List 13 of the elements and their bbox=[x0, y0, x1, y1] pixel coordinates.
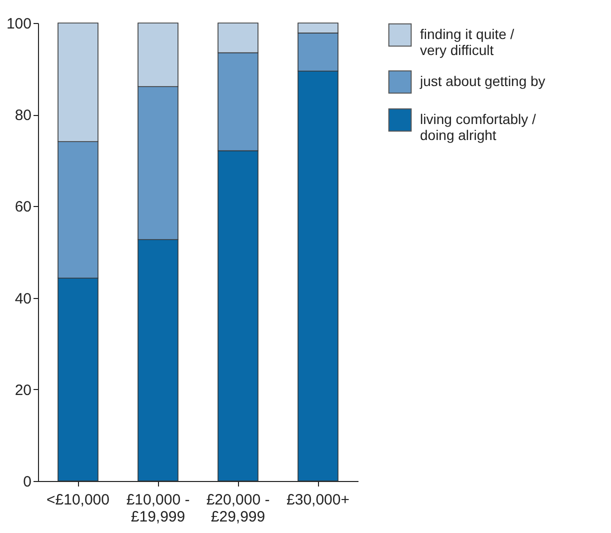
legend-label: living comfortably / doing alright bbox=[420, 111, 536, 143]
x-tick-label: <£10,000 bbox=[46, 492, 110, 508]
y-tick-label: 80 bbox=[14, 107, 32, 124]
y-tick-label: 0 bbox=[23, 474, 32, 490]
y-tick-label: 20 bbox=[14, 382, 32, 399]
legend-label: just about getting by bbox=[419, 73, 546, 89]
y-tick-label: 100 bbox=[6, 16, 32, 32]
x-tick-label: £10,000 - £19,999 bbox=[126, 492, 190, 526]
y-tick-label: 60 bbox=[14, 198, 32, 216]
x-tick-label: £30,000+ bbox=[286, 492, 350, 508]
y-tick-label: 40 bbox=[14, 290, 32, 308]
legend-label: finding it quite / very difficult bbox=[420, 26, 514, 58]
x-tick-label: £20,000 - £29,999 bbox=[206, 492, 270, 526]
